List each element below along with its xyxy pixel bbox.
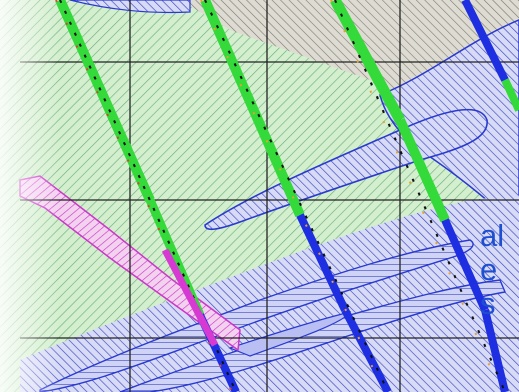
caption-line-1: al [480, 218, 505, 253]
section-grid [20, 0, 519, 392]
blue-lens-middle [204, 108, 488, 231]
caption-line-3: s [480, 286, 496, 321]
drillhole-2 [200, 0, 392, 392]
drillhole-3 [330, 0, 509, 392]
blue-lithology-zone [20, 195, 519, 392]
drillhole-4 [461, 0, 519, 112]
magenta-hole-segment [161, 248, 219, 347]
caption-line-2: e [480, 252, 498, 287]
